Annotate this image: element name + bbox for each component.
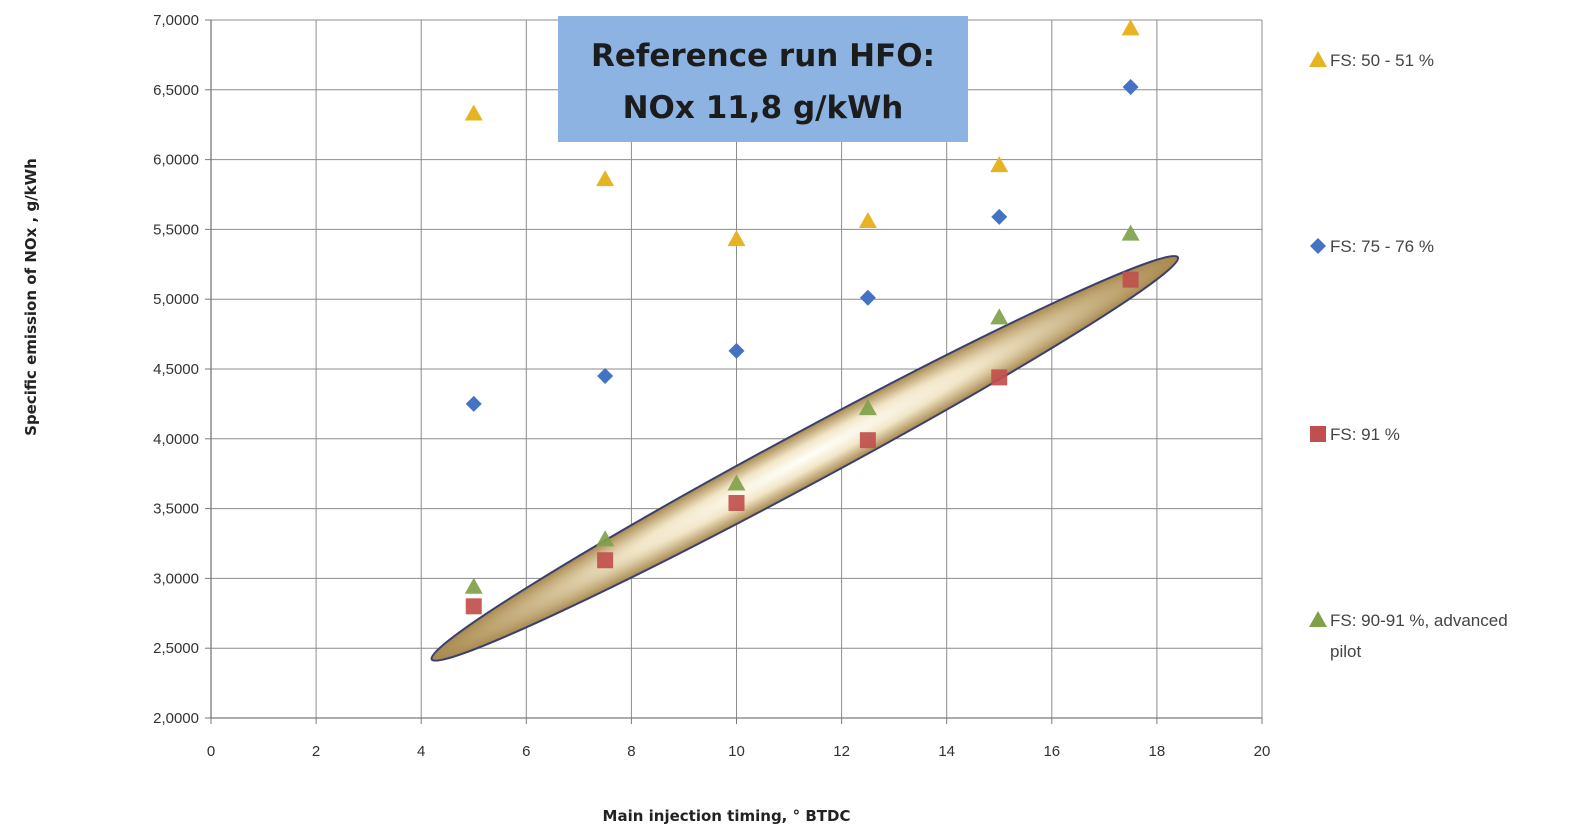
data-point (596, 530, 615, 547)
x-tick-label: 4 (417, 743, 425, 760)
legend-marker (1310, 426, 1326, 442)
legend-item: FS: 90-91 %, advanced pilot (1309, 611, 1508, 661)
x-tick-label: 14 (938, 743, 955, 760)
x-tick-label: 0 (207, 743, 215, 760)
y-tick-label: 4,5000 (153, 361, 199, 378)
data-point (727, 230, 746, 247)
series-2 (465, 79, 1139, 412)
x-axis-title: Main injection timing, ° BTDC (603, 807, 851, 825)
y-tick-label: 3,5000 (153, 501, 199, 518)
y-tick-label: 2,0000 (153, 710, 199, 727)
legend-item: FS: 91 % (1310, 425, 1400, 444)
highlight-ellipse (430, 255, 1180, 662)
legend-item: FS: 50 - 51 % (1309, 51, 1434, 70)
legend-label: FS: 50 - 51 % (1330, 51, 1434, 70)
data-point (858, 399, 877, 416)
data-points (464, 19, 1140, 615)
legend-label: FS: 91 % (1330, 425, 1400, 444)
y-tick-label: 5,0000 (153, 291, 199, 308)
data-point (464, 104, 483, 121)
annotation-line-1: Reference run HFO: (591, 38, 935, 74)
y-tick-label: 6,0000 (153, 152, 199, 169)
data-point (859, 432, 876, 449)
x-tick-label: 12 (833, 743, 850, 760)
data-point (597, 367, 614, 384)
legend-marker (1309, 611, 1327, 627)
x-tick-label: 20 (1254, 743, 1271, 760)
series-3 (465, 271, 1139, 615)
data-point (727, 474, 746, 491)
y-tick-label: 5,5000 (153, 221, 199, 238)
legend-label: pilot (1330, 642, 1361, 661)
legend-marker (1310, 238, 1326, 254)
data-point (728, 495, 745, 512)
data-point (1121, 19, 1140, 36)
y-tick-label: 6,5000 (153, 82, 199, 99)
x-tick-label: 8 (627, 743, 635, 760)
data-point (465, 395, 482, 412)
legend-marker (1309, 51, 1327, 67)
data-point (1122, 271, 1139, 288)
highlight-ellipse-group (430, 255, 1180, 662)
legend-label: FS: 75 - 76 % (1330, 237, 1434, 256)
data-point (1121, 224, 1140, 241)
legend-item: FS: 75 - 76 % (1310, 237, 1434, 256)
annotation-box: Reference run HFO: NOx 11,8 g/kWh (558, 16, 968, 142)
data-point (728, 342, 745, 359)
data-point (597, 552, 614, 569)
y-tick-label: 2,5000 (153, 640, 199, 657)
data-point (990, 156, 1009, 173)
x-tick-label: 18 (1149, 743, 1166, 760)
data-point (464, 577, 483, 594)
y-tick-label: 4,0000 (153, 431, 199, 448)
data-point (859, 289, 876, 306)
x-tick-label: 6 (522, 743, 530, 760)
data-point (596, 170, 615, 187)
y-tick-label: 3,0000 (153, 570, 199, 587)
x-tick-label: 2 (312, 743, 320, 760)
data-point (465, 598, 482, 615)
annotation-background (558, 16, 968, 142)
legend-label: FS: 90-91 %, advanced (1330, 611, 1508, 630)
data-point (991, 208, 1008, 225)
data-point (991, 369, 1008, 386)
data-point (1122, 79, 1139, 96)
data-point (990, 308, 1009, 325)
y-axis-title: Specific emission of NOx , g/kWh (22, 158, 40, 436)
x-tick-label: 10 (728, 743, 745, 760)
legend: FS: 50 - 51 % FS: 75 - 76 % FS: 91 % FS: 90… (1309, 51, 1508, 661)
axes: 0 2 4 6 8 10 12 14 16 18 20 2,0000 2,5000 3,0000 3,500… (153, 12, 1270, 760)
data-point (858, 212, 877, 229)
annotation-line-2: NOx 11,8 g/kWh (623, 90, 904, 126)
series-4 (464, 224, 1140, 594)
series-1 (464, 19, 1140, 247)
y-tick-label: 7,0000 (153, 12, 199, 29)
x-tick-label: 16 (1043, 743, 1060, 760)
